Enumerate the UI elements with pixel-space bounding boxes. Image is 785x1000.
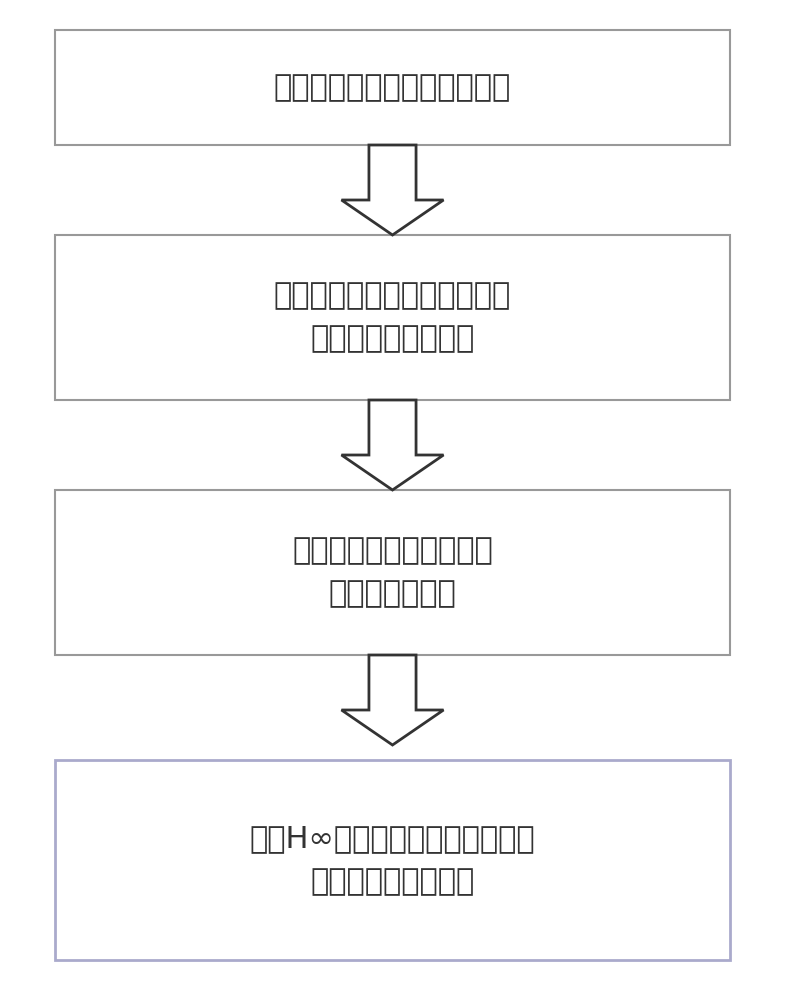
FancyBboxPatch shape	[55, 235, 730, 400]
Polygon shape	[341, 145, 444, 235]
Text: 利用H∞滤波器对银自给能探测器
电流信号作延迟消除: 利用H∞滤波器对银自给能探测器 电流信号作延迟消除	[250, 824, 535, 896]
FancyBboxPatch shape	[55, 760, 730, 960]
Text: 确定银自给能探测器电流
的瞬时响应份额: 确定银自给能探测器电流 的瞬时响应份额	[292, 537, 493, 608]
Polygon shape	[341, 655, 444, 745]
Polygon shape	[341, 400, 444, 490]
FancyBboxPatch shape	[55, 30, 730, 145]
Text: 采用去耦变换建立核反应模型
对应的离散状态方程: 采用去耦变换建立核反应模型 对应的离散状态方程	[274, 282, 511, 353]
Text: 建立银与热中子的核反应模型: 建立银与热中子的核反应模型	[274, 73, 511, 102]
FancyBboxPatch shape	[55, 490, 730, 655]
